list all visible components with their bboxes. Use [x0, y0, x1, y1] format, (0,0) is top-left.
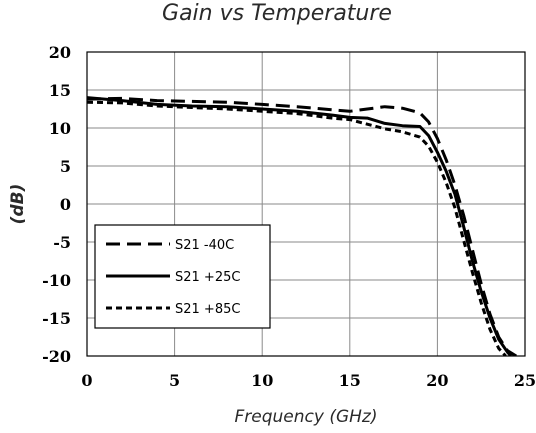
legend: S21 -40C S21 +25C S21 +85C — [94, 224, 271, 329]
plot-frame — [86, 51, 526, 357]
x-tick-label-3: 15 — [339, 371, 361, 390]
y-tick-label-3: 5 — [60, 157, 71, 176]
series-lines — [87, 96, 517, 356]
y-tick-label-6: -10 — [42, 271, 71, 290]
y-axis-label: (dB) — [8, 184, 28, 225]
x-tick-label-4: 20 — [426, 371, 448, 390]
y-tick-label-4: 0 — [60, 195, 71, 214]
y-tick-label-7: -15 — [42, 309, 71, 328]
series-line-1 — [87, 96, 517, 356]
legend-label-2: S21 +25C — [175, 270, 240, 285]
y-tick-label-8: -20 — [42, 347, 71, 366]
x-axis-label: Frequency (GHz) — [235, 407, 378, 427]
legend-label-3: S21 +85C — [175, 302, 240, 317]
x-tick-label-5: 25 — [514, 371, 536, 390]
legend-label-1: S21 -40C — [175, 238, 234, 253]
x-tick-label-1: 5 — [169, 371, 180, 390]
tick-labels: 0 5 10 15 20 25 20 15 10 5 0 -5 -10 -15 -20 — [42, 43, 536, 390]
y-tick-label-2: 10 — [49, 119, 71, 138]
chart-title: Gain vs Temperature — [162, 1, 392, 26]
y-tick-label-1: 15 — [49, 81, 71, 100]
x-tick-label-2: 10 — [251, 371, 273, 390]
series-line-2 — [87, 96, 513, 356]
x-tick-label-0: 0 — [81, 371, 92, 390]
y-tick-label-0: 20 — [49, 43, 71, 62]
y-tick-label-5: -5 — [53, 233, 71, 252]
series-line-3 — [87, 100, 507, 356]
